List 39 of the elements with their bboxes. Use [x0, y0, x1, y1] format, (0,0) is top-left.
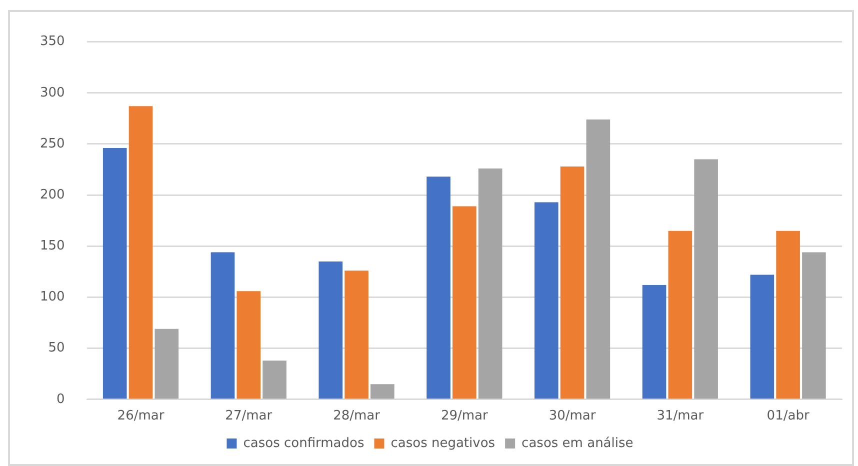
y-tick-label: 300: [40, 85, 65, 100]
legend-label: casos em análise: [522, 436, 634, 451]
legend-label: casos confirmados: [243, 436, 364, 451]
x-tick-label: 29/mar: [440, 408, 489, 424]
bar: [750, 274, 774, 399]
x-tick-label: 31/mar: [656, 408, 704, 424]
y-tick-label: 350: [40, 34, 65, 50]
bar: [668, 230, 692, 399]
bar: [452, 206, 476, 399]
x-tick-label: 26/mar: [117, 408, 165, 424]
x-tick-label: 28/mar: [333, 408, 381, 424]
bar: [642, 284, 666, 399]
bar: [262, 360, 286, 399]
legend-label: casos negativos: [390, 436, 496, 451]
y-tick-label: 0: [56, 392, 65, 407]
y-tick-label: 250: [40, 136, 65, 152]
bar: [154, 328, 179, 399]
x-tick-label: 01/abr: [766, 408, 810, 424]
bar: [534, 202, 558, 399]
bar: [210, 252, 235, 399]
bar: [426, 176, 450, 399]
bar: [694, 159, 718, 399]
bar: [236, 291, 261, 399]
y-tick-label: 150: [40, 238, 65, 254]
x-tick-label: 27/mar: [225, 408, 273, 424]
x-tick-label: 30/mar: [548, 408, 596, 424]
y-tick-label: 100: [40, 290, 65, 305]
bar: [318, 261, 343, 399]
bar: [128, 106, 153, 399]
bar: [802, 252, 826, 399]
y-tick-label: 50: [48, 340, 65, 356]
bar: [102, 148, 127, 399]
bar: [370, 384, 394, 399]
bar: [478, 168, 502, 399]
bar: [776, 230, 800, 399]
bar: [560, 166, 584, 399]
bar: [344, 270, 368, 399]
bar: [586, 119, 610, 399]
y-tick-label: 200: [40, 187, 65, 202]
